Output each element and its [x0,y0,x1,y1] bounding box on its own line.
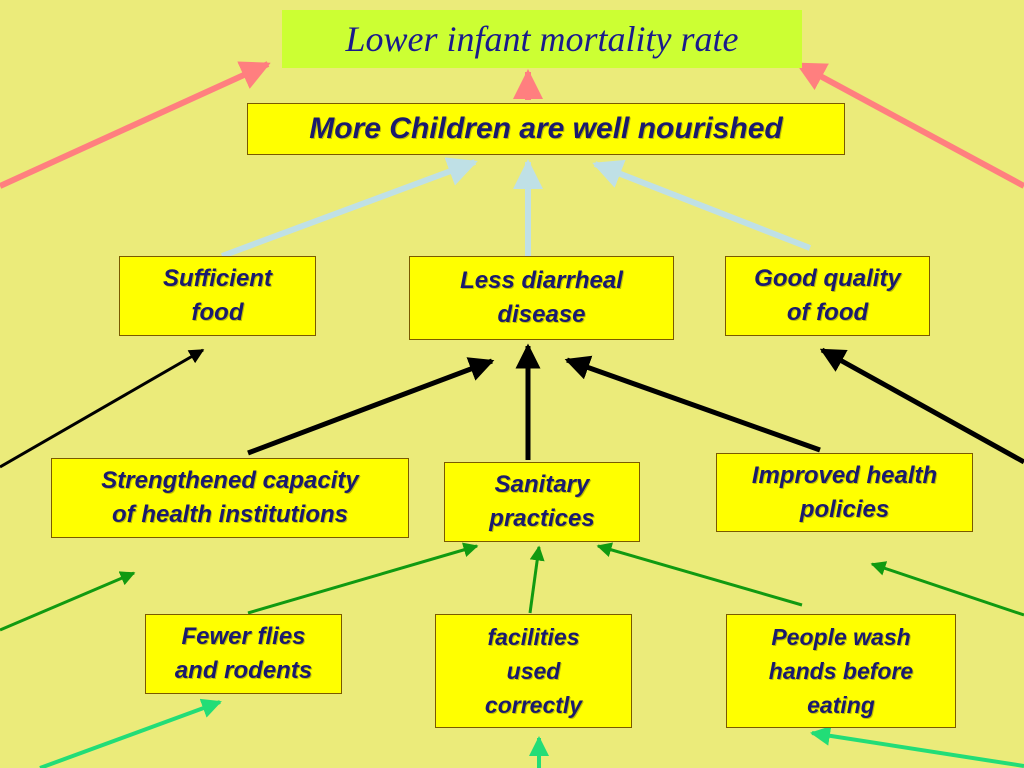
arrow-black-far-left [0,348,205,469]
box-sufficient-food: Sufficient food [119,256,316,336]
box-fewer-flies-rodents: Fewer flies and rodents [145,614,342,694]
box-strengthened-capacity: Strengthened capacity of health institut… [51,458,409,538]
arrow-green-right [596,542,803,607]
box-people-wash-hands: People wash hands before eating [726,614,956,728]
arrow-green-left [247,542,479,615]
arrow-black-far-right [819,347,1024,465]
arrow-blue-right [592,159,812,251]
arrow-lgreen-right [810,725,1024,768]
arrow-green-center [528,545,545,614]
arrow-black-left [247,357,495,456]
box-sanitary-practices: Sanitary practices [444,462,640,542]
arrow-blue-left [220,157,478,259]
box-facilities-used-correctly: facilities used correctly [435,614,632,728]
arrow-pink-left [0,61,271,189]
arrow-green-far-right [870,561,1024,617]
arrow-green-far-left [0,571,136,632]
arrow-lgreen-left [39,698,222,768]
box-improved-health-policies: Improved health policies [716,453,973,532]
arrow-black-right [564,355,821,453]
arrow-pink-right [795,61,1024,189]
box-good-quality-food: Good quality of food [725,256,930,336]
box-lower-infant-mortality: Lower infant mortality rate [282,10,802,68]
box-children-well-nourished: More Children are well nourished [247,103,845,155]
box-less-diarrheal-disease: Less diarrheal disease [409,256,674,340]
